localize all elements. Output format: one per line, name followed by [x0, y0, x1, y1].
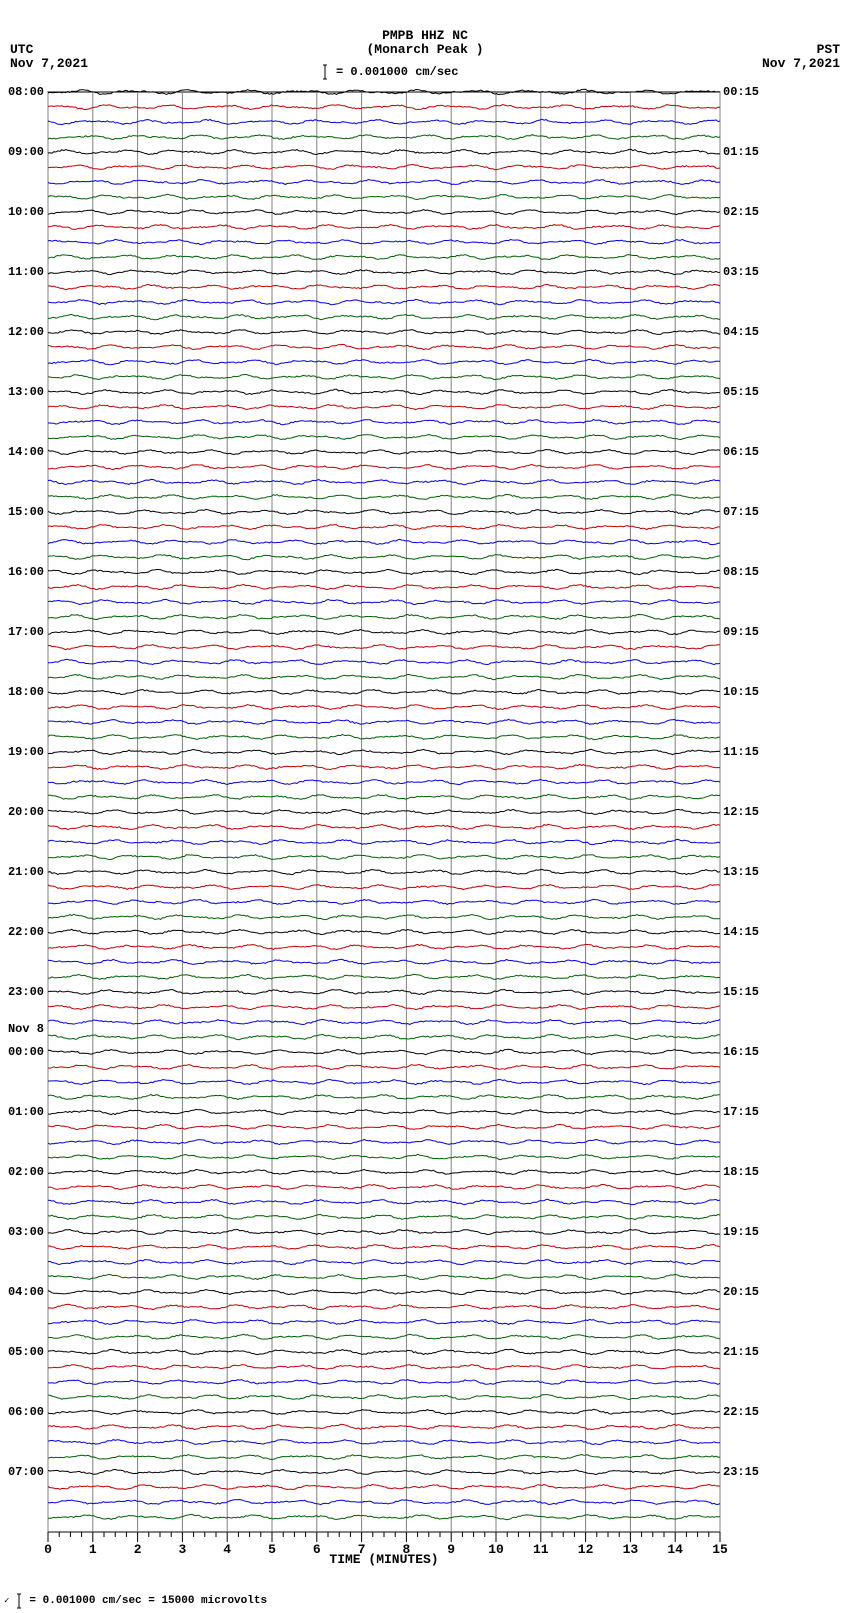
x-tick-label: 6 [305, 1542, 329, 1557]
x-axis-label: TIME (MINUTES) [0, 1552, 768, 1567]
x-tick-label: 13 [618, 1542, 642, 1557]
left-time-label: 20:00 [0, 805, 44, 819]
left-time-label: 00:00 [0, 1045, 44, 1059]
left-time-label: 23:00 [0, 985, 44, 999]
right-time-label: 03:15 [723, 265, 759, 279]
x-tick-label: 4 [215, 1542, 239, 1557]
right-time-label: 05:15 [723, 385, 759, 399]
right-time-label: 10:15 [723, 685, 759, 699]
left-time-label: 21:00 [0, 865, 44, 879]
right-time-label: 06:15 [723, 445, 759, 459]
right-time-label: 23:15 [723, 1465, 759, 1479]
x-tick-label: 0 [36, 1542, 60, 1557]
right-time-label: 08:15 [723, 565, 759, 579]
x-tick-label: 2 [126, 1542, 150, 1557]
left-time-label: 03:00 [0, 1225, 44, 1239]
right-time-label: 11:15 [723, 745, 759, 759]
right-time-label: 09:15 [723, 625, 759, 639]
left-time-label: 13:00 [0, 385, 44, 399]
left-time-label: 09:00 [0, 145, 44, 159]
left-time-label: 22:00 [0, 925, 44, 939]
left-time-label: 04:00 [0, 1285, 44, 1299]
right-time-label: 14:15 [723, 925, 759, 939]
left-time-label: 16:00 [0, 565, 44, 579]
right-time-label: 04:15 [723, 325, 759, 339]
x-tick-label: 3 [170, 1542, 194, 1557]
right-time-label: 19:15 [723, 1225, 759, 1239]
right-time-label: 16:15 [723, 1045, 759, 1059]
right-time-label: 00:15 [723, 85, 759, 99]
x-tick-label: 9 [439, 1542, 463, 1557]
left-time-label: 19:00 [0, 745, 44, 759]
footer-text: = 0.001000 cm/sec = 15000 microvolts [29, 1595, 267, 1607]
x-tick-label: 1 [81, 1542, 105, 1557]
left-time-label: Nov 8 [0, 1022, 44, 1036]
right-time-label: 13:15 [723, 865, 759, 879]
right-time-label: 21:15 [723, 1345, 759, 1359]
right-time-label: 02:15 [723, 205, 759, 219]
left-time-label: 05:00 [0, 1345, 44, 1359]
left-time-label: 17:00 [0, 625, 44, 639]
helicorder-plot: UTC Nov 7,2021 PMPB HHZ NC (Monarch Peak… [0, 0, 850, 1613]
left-time-label: 18:00 [0, 685, 44, 699]
x-tick-label: 11 [529, 1542, 553, 1557]
right-time-label: 18:15 [723, 1165, 759, 1179]
left-time-label: 06:00 [0, 1405, 44, 1419]
x-tick-label: 10 [484, 1542, 508, 1557]
x-tick-label: 12 [574, 1542, 598, 1557]
left-time-label: 12:00 [0, 325, 44, 339]
footer-note: ✓ = 0.001000 cm/sec = 15000 microvolts [4, 1592, 267, 1610]
right-time-label: 07:15 [723, 505, 759, 519]
left-time-label: 10:00 [0, 205, 44, 219]
left-time-label: 15:00 [0, 505, 44, 519]
right-time-label: 22:15 [723, 1405, 759, 1419]
right-time-label: 20:15 [723, 1285, 759, 1299]
right-time-label: 15:15 [723, 985, 759, 999]
left-time-label: 01:00 [0, 1105, 44, 1119]
left-time-label: 08:00 [0, 85, 44, 99]
x-tick-label: 8 [394, 1542, 418, 1557]
right-time-label: 17:15 [723, 1105, 759, 1119]
right-time-label: 12:15 [723, 805, 759, 819]
x-tick-label: 5 [260, 1542, 284, 1557]
x-tick-label: 7 [350, 1542, 374, 1557]
left-time-label: 02:00 [0, 1165, 44, 1179]
x-tick-label: 15 [708, 1542, 732, 1557]
left-time-label: 11:00 [0, 265, 44, 279]
right-time-label: 01:15 [723, 145, 759, 159]
left-time-label: 07:00 [0, 1465, 44, 1479]
x-tick-label: 14 [663, 1542, 687, 1557]
left-time-label: 14:00 [0, 445, 44, 459]
